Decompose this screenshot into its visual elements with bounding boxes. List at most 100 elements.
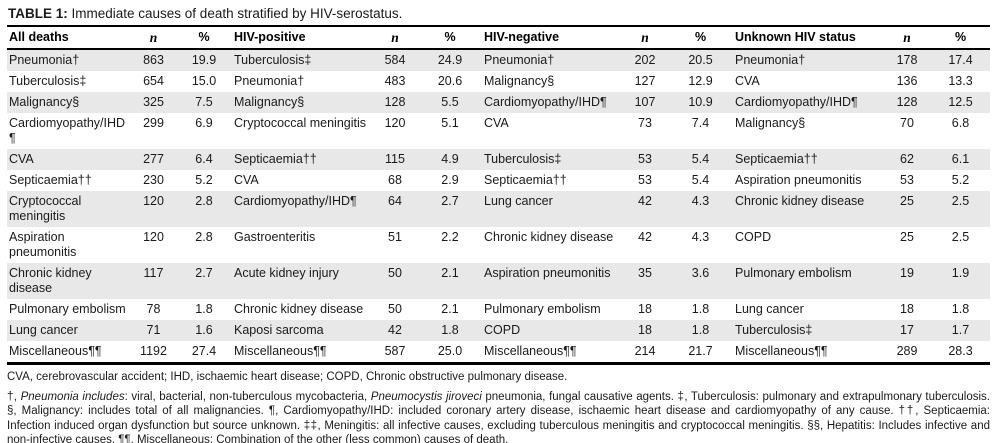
- cause-cell: Pneumonia†: [234, 74, 305, 88]
- cause-cell: Malignancy§: [9, 95, 80, 109]
- n-cell: 178: [896, 53, 918, 67]
- cause-cell: Kaposi sarcoma: [234, 323, 324, 337]
- n-cell: 483: [384, 74, 406, 88]
- pct-cell: 2.8: [195, 230, 213, 244]
- pct-cell: 6.9: [195, 116, 213, 130]
- n-cell: 71: [146, 323, 161, 337]
- cause-cell: Chronic kidney disease: [234, 302, 364, 316]
- cause-cell: Septicaemia††: [484, 173, 567, 187]
- pct-cell: 2.1: [441, 302, 459, 316]
- pct-cell: 5.1: [441, 116, 459, 130]
- pct-cell: 1.7: [951, 323, 970, 337]
- cause-cell: Pulmonary embolism: [9, 302, 126, 316]
- n-cell: 42: [638, 194, 652, 208]
- cause-cell: CVA: [735, 74, 760, 88]
- pct-cell: 12.5: [948, 95, 973, 109]
- pct-cell: 1.8: [691, 323, 710, 337]
- n-cell: 587: [384, 344, 406, 358]
- cause-cell: Malignancy§: [484, 74, 555, 88]
- cause-cell: Cryptococcal meningitis: [234, 116, 366, 130]
- pct-cell: 1.8: [195, 302, 213, 316]
- n-cell: 277: [143, 152, 164, 166]
- pct-cell: 13.3: [948, 74, 973, 88]
- pct-cell: 19.9: [191, 53, 217, 67]
- n-cell: 214: [634, 344, 656, 358]
- n-cell: 863: [143, 53, 164, 67]
- n-cell: 120: [143, 230, 164, 244]
- col-header-n-unknown: n: [903, 30, 911, 45]
- pct-cell: 6.8: [951, 116, 970, 130]
- pct-cell: 4.3: [691, 194, 710, 208]
- col-header-all-deaths: All deaths: [9, 30, 69, 44]
- cause-cell: Pulmonary embolism: [484, 302, 601, 316]
- n-cell: 51: [388, 230, 402, 244]
- cause-cell: Pulmonary embolism: [735, 266, 852, 280]
- pct-cell: 5.2: [951, 173, 970, 187]
- n-cell: 42: [638, 230, 652, 244]
- cause-cell: Miscellaneous¶¶: [735, 344, 828, 358]
- n-cell: 53: [638, 173, 652, 187]
- cause-cell: Aspiration pneumonitis: [735, 173, 862, 187]
- cause-cell: Aspiration pneumonitis: [9, 230, 77, 259]
- pct-cell: 15.0: [191, 74, 217, 88]
- pct-cell: 10.9: [688, 95, 713, 109]
- pct-cell: 20.5: [688, 53, 713, 67]
- n-cell: 654: [143, 74, 164, 88]
- pct-cell: 7.5: [195, 95, 213, 109]
- cause-cell: Cardiomyopathy/IHD¶: [9, 116, 126, 145]
- col-header-n-all: n: [149, 30, 158, 45]
- table-body: Pneumonia† 863 19.9 Tuberculosis‡ 584 24.9 Pne…: [7, 49, 990, 364]
- n-cell: 1192: [140, 344, 167, 358]
- pct-cell: 5.4: [691, 152, 710, 166]
- n-cell: 18: [638, 302, 652, 316]
- header-row: All deaths n % HIV-positive n % HIV-nega…: [7, 27, 990, 49]
- table-row: CVA 277 6.4 Septicaemia†† 115 4.9 Tuberculosis…: [7, 149, 990, 170]
- table-row: Miscellaneous¶¶ 1192 27.4 Miscellaneous¶¶ 58…: [7, 341, 990, 364]
- n-cell: 78: [146, 302, 161, 316]
- pct-cell: 2.7: [195, 266, 213, 280]
- pct-cell: 2.7: [441, 194, 459, 208]
- col-header-pct-hiv-negative: %: [694, 30, 707, 44]
- cause-cell: Chronic kidney disease: [735, 194, 865, 208]
- footnotes: CVA, cerebrovascular accident; IHD, isch…: [7, 365, 990, 443]
- cause-cell: Cardiomyopathy/IHD¶: [484, 95, 607, 109]
- n-cell: 299: [143, 116, 164, 130]
- cause-cell: Malignancy§: [234, 95, 305, 109]
- table-row: Malignancy§ 325 7.5 Malignancy§ 128 5.5 Cardio…: [7, 92, 990, 113]
- n-cell: 325: [143, 95, 164, 109]
- pct-cell: 20.6: [437, 74, 463, 88]
- cause-cell: COPD: [735, 230, 772, 244]
- cause-cell: Lung cancer: [484, 194, 553, 208]
- cause-cell: CVA: [234, 173, 259, 187]
- cause-cell: Lung cancer: [9, 323, 78, 337]
- table-row: Pneumonia† 863 19.9 Tuberculosis‡ 584 24.9 Pne…: [7, 49, 990, 71]
- cause-cell: Lung cancer: [735, 302, 804, 316]
- causes-of-death-table: All deaths n % HIV-positive n % HIV-nega…: [7, 27, 990, 365]
- cause-cell: Cardiomyopathy/IHD¶: [234, 194, 357, 208]
- cause-cell: Chronic kidney disease: [9, 266, 92, 295]
- col-header-n-hiv-positive: n: [391, 30, 399, 45]
- cause-cell: Tuberculosis‡: [9, 74, 87, 88]
- cause-cell: Septicaemia††: [9, 173, 92, 187]
- pct-cell: 4.3: [691, 230, 710, 244]
- n-cell: 18: [900, 302, 914, 316]
- pct-cell: 2.5: [951, 230, 970, 244]
- n-cell: 202: [634, 53, 656, 67]
- n-cell: 115: [385, 152, 405, 166]
- pct-cell: 17.4: [948, 53, 973, 67]
- n-cell: 50: [388, 302, 402, 316]
- cause-cell: Acute kidney injury: [234, 266, 339, 280]
- pct-cell: 2.5: [951, 194, 970, 208]
- n-cell: 73: [638, 116, 652, 130]
- table-row: Septicaemia†† 230 5.2 CVA 68 2.9 Septicaemia††…: [7, 170, 990, 191]
- cause-cell: Pneumonia†: [735, 53, 806, 67]
- n-cell: 25: [900, 230, 914, 244]
- n-cell: 35: [638, 266, 652, 280]
- cause-cell: Malignancy§: [735, 116, 806, 130]
- cause-cell: Septicaemia††: [234, 152, 317, 166]
- n-cell: 64: [388, 194, 402, 208]
- cause-cell: Miscellaneous¶¶: [234, 344, 327, 358]
- pct-cell: 5.4: [691, 173, 710, 187]
- n-cell: 18: [638, 323, 652, 337]
- n-cell: 127: [634, 74, 656, 88]
